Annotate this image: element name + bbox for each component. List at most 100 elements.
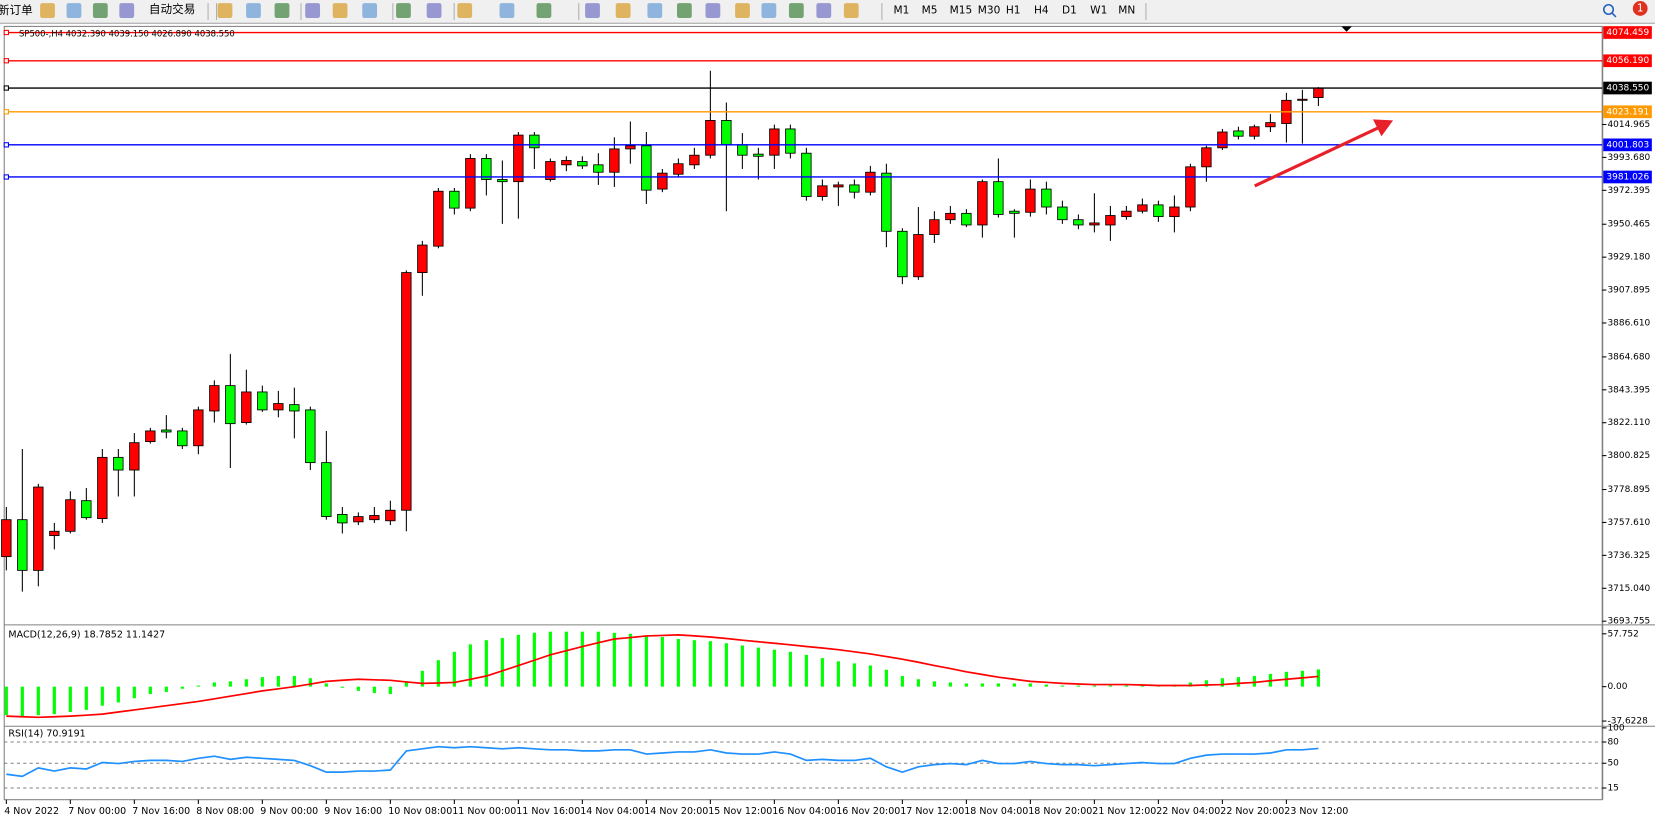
toolbar-button[interactable] — [426, 3, 442, 18]
x-tick-label: 9 Nov 00:00 — [260, 806, 318, 817]
candle-body — [561, 160, 572, 166]
y-tick-label: 50 — [1607, 759, 1619, 769]
price-label: 3981.026 — [1606, 172, 1649, 182]
toolbar-button[interactable] — [816, 3, 832, 18]
candle-body — [17, 519, 28, 571]
toolbar-button[interactable] — [217, 3, 233, 18]
candle-body — [289, 404, 300, 412]
line-handle[interactable] — [3, 29, 9, 36]
candle-body — [897, 230, 908, 278]
candle-body — [1073, 219, 1084, 226]
candle-body — [1, 519, 12, 558]
toolbar-button[interactable] — [332, 3, 348, 18]
y-tick-label: 3907.895 — [1607, 286, 1650, 296]
timeframe-button[interactable]: MN — [1118, 5, 1135, 17]
toolbar-button[interactable] — [274, 3, 290, 18]
toolbar-button[interactable] — [585, 3, 600, 18]
candle-body — [369, 515, 380, 521]
candle-body — [1313, 87, 1324, 98]
toolbar-button[interactable] — [647, 3, 663, 18]
toolbar-button[interactable] — [536, 3, 552, 18]
candle-body — [449, 190, 460, 209]
timeframe-button[interactable]: M30 — [978, 5, 1001, 17]
x-tick-label: 14 Nov 04:00 — [580, 806, 644, 817]
y-tick-label: 3843.395 — [1607, 385, 1650, 395]
timeframe-button[interactable]: M5 — [922, 5, 938, 17]
line-handle[interactable] — [3, 85, 9, 91]
line-handle[interactable] — [3, 174, 9, 180]
candle-body — [529, 134, 540, 149]
y-tick-label: 3778.895 — [1607, 485, 1650, 495]
price-label-box — [1603, 170, 1652, 184]
candle-body — [433, 190, 444, 247]
toolbar-button[interactable] — [735, 3, 750, 18]
toolbar-button[interactable] — [676, 3, 692, 18]
candle-body — [817, 185, 828, 197]
candle-body — [961, 212, 972, 226]
toolbar-button[interactable] — [788, 3, 804, 18]
timeframe-button[interactable]: D1 — [1062, 5, 1077, 17]
new-order-button[interactable]: 新订单 — [0, 3, 33, 17]
x-tick-label: 4 Nov 2022 — [4, 806, 59, 817]
toolbar-button[interactable] — [761, 3, 777, 18]
y-tick-label: 3950.465 — [1607, 220, 1650, 230]
toolbar-button[interactable] — [305, 3, 321, 18]
toolbar-button[interactable] — [396, 3, 411, 18]
timeframe-button[interactable]: H4 — [1034, 5, 1049, 17]
candle-body — [977, 181, 988, 226]
y-tick-label: -37.6228 — [1607, 717, 1648, 727]
candle-body — [1233, 130, 1244, 137]
search-icon[interactable] — [1602, 3, 1615, 16]
price-label: 4001.803 — [1606, 140, 1649, 150]
x-tick-label: 7 Nov 16:00 — [132, 806, 190, 817]
candle-body — [689, 154, 700, 166]
x-tick-label: 22 Nov 04:00 — [1156, 806, 1220, 817]
candle-body — [1297, 98, 1308, 101]
x-tick-label: 9 Nov 16:00 — [324, 806, 382, 817]
auto-trading-button[interactable]: 自动交易 — [149, 2, 195, 16]
candle-body — [577, 161, 588, 167]
notification-badge[interactable] — [1632, 1, 1648, 16]
candle-body — [625, 145, 636, 150]
price-label: 4023.191 — [1606, 107, 1649, 117]
candle-body — [865, 171, 876, 193]
candle-body — [737, 144, 748, 156]
timeframe-button[interactable]: W1 — [1090, 5, 1107, 17]
toolbar-button[interactable] — [705, 3, 721, 18]
timeframe-button[interactable]: M1 — [894, 5, 910, 17]
line-handle[interactable] — [3, 142, 9, 148]
price-label: 4056.190 — [1606, 56, 1649, 66]
candle-body — [641, 145, 652, 191]
candle-body — [401, 272, 412, 511]
y-tick-label: 0.00 — [1607, 682, 1627, 692]
candle-body — [673, 163, 684, 175]
price-label-box — [1603, 138, 1652, 152]
candle-body — [481, 158, 492, 180]
toolbar-button[interactable] — [457, 3, 473, 18]
candle-body — [273, 403, 284, 411]
line-handle[interactable] — [3, 109, 9, 115]
y-tick-label: 4014.965 — [1607, 120, 1650, 130]
candle-body — [913, 234, 924, 278]
candle-body — [305, 409, 316, 464]
line-handle[interactable] — [3, 58, 9, 64]
toolbar-button[interactable] — [92, 3, 108, 18]
timeframe-button[interactable]: H1 — [1006, 5, 1021, 17]
toolbar-button[interactable] — [246, 3, 261, 18]
toolbar-button[interactable] — [119, 3, 135, 18]
candle-body — [609, 148, 620, 173]
toolbar-button[interactable] — [615, 3, 631, 18]
candle-body — [593, 164, 604, 173]
toolbar-button[interactable] — [66, 3, 82, 18]
x-tick-label: 11 Nov 16:00 — [516, 806, 580, 817]
timeframe-button[interactable]: M15 — [950, 5, 973, 17]
toolbar-button[interactable] — [40, 3, 55, 18]
toolbar-button[interactable] — [499, 3, 515, 18]
candle-body — [193, 409, 204, 447]
toolbar-button[interactable] — [362, 3, 378, 18]
search-icon-handle — [1611, 12, 1617, 18]
price-label-box — [1603, 81, 1652, 95]
toolbar-button[interactable] — [843, 3, 859, 18]
trend-arrow-head — [1373, 119, 1394, 137]
